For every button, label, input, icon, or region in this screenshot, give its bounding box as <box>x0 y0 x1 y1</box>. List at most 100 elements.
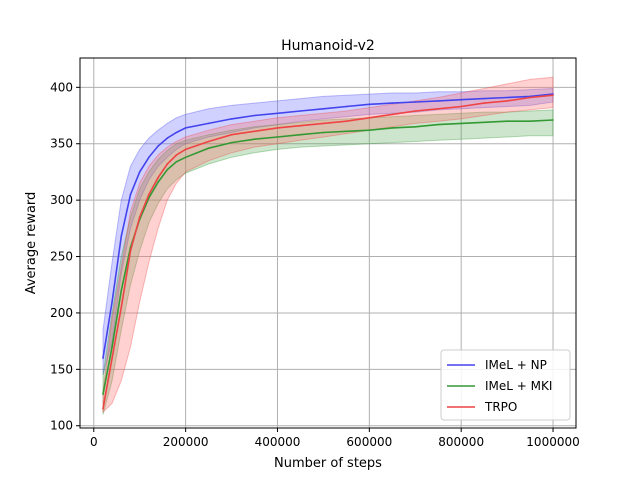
point-trpo <box>322 122 325 125</box>
point-imel-np <box>483 97 485 100</box>
point-imel-mki <box>299 133 302 136</box>
legend: IMeL + NP IMeL + MKI TRPO <box>440 349 571 421</box>
point-imel-mki <box>120 289 123 292</box>
point-trpo <box>529 96 531 99</box>
point-imel-np <box>166 137 169 139</box>
point-imel-np <box>460 98 463 101</box>
point-trpo <box>207 140 210 143</box>
band-trpo <box>102 76 554 414</box>
y-tick-label: 350 <box>50 137 73 151</box>
point-imel-np <box>148 156 150 159</box>
point-trpo <box>148 193 150 196</box>
point-trpo <box>552 94 554 96</box>
point-imel-np <box>157 145 159 147</box>
point-imel-np <box>120 235 123 237</box>
point-imel-np <box>230 118 233 120</box>
point-imel-mki <box>175 161 178 163</box>
plot-area-frame <box>79 57 577 429</box>
confidence-bands <box>102 76 554 415</box>
point-imel-mki <box>483 121 485 124</box>
point-imel-mki <box>506 120 508 122</box>
point-imel-np <box>391 102 394 104</box>
x-tick-label: 200000 <box>163 435 209 449</box>
legend-label-imel-np: IMeL + NP <box>485 358 547 372</box>
point-imel-np <box>414 101 417 103</box>
point-imel-np <box>322 108 325 110</box>
point-imel-mki <box>276 136 279 138</box>
series-line-imel-mki <box>102 119 554 395</box>
y-tick-label: 100 <box>50 419 73 433</box>
point-imel-mki <box>460 122 463 125</box>
band-imel-mki <box>102 109 554 415</box>
point-trpo <box>460 105 463 108</box>
y-tick-label: 250 <box>50 250 73 264</box>
x-tick-label: 800000 <box>438 435 484 449</box>
point-imel-mki <box>529 120 531 122</box>
point-trpo <box>157 176 159 179</box>
point-imel-mki <box>157 181 159 183</box>
point-trpo <box>437 108 440 110</box>
y-tick-label: 200 <box>50 306 73 320</box>
y-tick-label: 300 <box>50 193 73 207</box>
point-trpo <box>276 127 279 129</box>
x-tick-label: 0 <box>90 435 98 449</box>
legend-label-trpo: TRPO <box>484 400 517 414</box>
point-trpo <box>345 120 348 122</box>
point-imel-np <box>253 114 256 117</box>
point-imel-np <box>506 96 508 99</box>
y-axis-ticks: 100 150 200 250 300 350 400 <box>50 80 80 433</box>
point-trpo <box>111 357 113 359</box>
point-trpo <box>138 216 141 218</box>
point-trpo <box>184 148 187 151</box>
chart-title: Humanoid-v2 <box>281 38 375 54</box>
y-axis-label: Average reward <box>24 192 39 295</box>
point-imel-np <box>175 131 178 134</box>
point-imel-np <box>437 100 440 102</box>
point-imel-mki <box>184 156 187 159</box>
point-imel-np <box>138 171 141 173</box>
point-trpo <box>120 306 123 309</box>
x-tick-label: 600000 <box>346 435 392 449</box>
point-trpo <box>506 100 508 102</box>
point-imel-np <box>111 300 113 303</box>
legend-box <box>440 349 571 421</box>
point-imel-np <box>129 193 132 196</box>
point-trpo <box>299 124 302 127</box>
band-imel-np <box>102 87 554 376</box>
point-imel-np <box>207 122 210 125</box>
point-imel-np <box>345 105 348 108</box>
x-tick-label: 1000000 <box>526 435 579 449</box>
point-imel-mki <box>166 168 169 171</box>
y-tick-label: 400 <box>50 80 73 94</box>
point-trpo <box>102 408 104 410</box>
grid-lines <box>80 58 576 428</box>
point-imel-mki <box>111 346 113 348</box>
point-imel-np <box>276 112 279 115</box>
x-tick-label: 400000 <box>255 435 301 449</box>
point-imel-mki <box>102 393 104 396</box>
point-trpo <box>230 133 233 136</box>
legend-label-imel-mki: IMeL + MKI <box>485 379 552 393</box>
x-axis-label: Number of steps <box>274 456 382 471</box>
series-lines <box>102 93 554 410</box>
point-imel-mki <box>230 141 233 144</box>
series-line-trpo <box>102 94 554 409</box>
point-imel-mki <box>322 131 325 134</box>
point-imel-mki <box>391 127 394 129</box>
point-trpo <box>483 102 485 104</box>
x-axis-ticks: 0 200000 400000 600000 800000 1000000 <box>90 428 580 449</box>
point-imel-mki <box>414 126 417 128</box>
point-imel-mki <box>253 138 256 140</box>
point-imel-mki <box>368 129 371 131</box>
point-trpo <box>175 154 178 156</box>
series-line-imel-np <box>102 93 554 359</box>
point-trpo <box>253 130 256 133</box>
point-trpo <box>368 117 371 119</box>
point-imel-mki <box>207 147 210 149</box>
point-trpo <box>391 113 394 116</box>
point-imel-np <box>102 357 104 359</box>
point-imel-mki <box>437 123 440 126</box>
point-trpo <box>129 250 132 252</box>
point-trpo <box>414 110 417 112</box>
